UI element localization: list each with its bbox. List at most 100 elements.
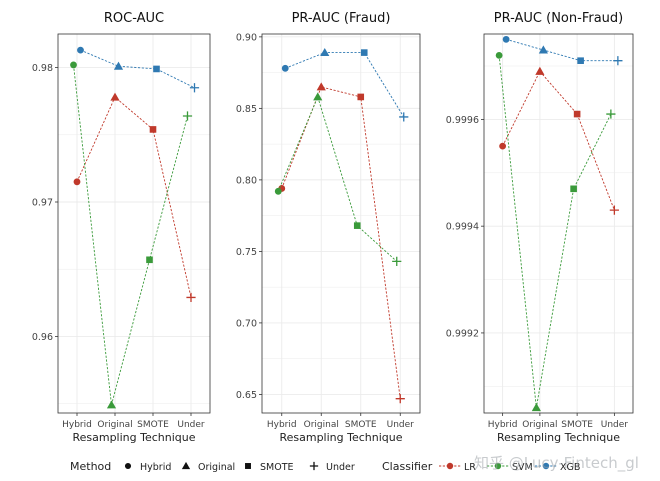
- x-tick-label: Original: [304, 420, 339, 430]
- panel-border: [261, 33, 421, 414]
- point-lr-smote: [357, 93, 365, 101]
- point-lr-hybrid: [73, 178, 81, 186]
- x-tick-label: SMOTE: [345, 420, 377, 430]
- point-xgb-under: [189, 83, 200, 93]
- point-lr-original: [110, 92, 120, 101]
- series-line-xgb: [285, 52, 405, 118]
- point-svm-under: [392, 256, 402, 266]
- x-axis-label: Resampling Technique: [497, 431, 620, 444]
- point-svm-under: [182, 111, 193, 121]
- point-svm-smote: [146, 256, 153, 264]
- point-lr-smote: [573, 110, 581, 118]
- x-tick-label: Under: [387, 420, 415, 430]
- point-xgb-under: [613, 56, 623, 66]
- x-tick-label: SMOTE: [137, 420, 169, 430]
- y-tick-label: 0.90: [236, 32, 257, 43]
- point-lr-hybrid: [499, 142, 507, 150]
- legend-classifiers: LR SVM XGB: [439, 462, 580, 473]
- point-xgb-under: [399, 112, 409, 122]
- point-svm-original: [531, 403, 541, 412]
- x-tick-label: Under: [601, 420, 629, 430]
- panel-2: PR-AUC (Fraud) 0.65 0.70 0.75 0.80 0.85 0.90 Hy…: [236, 11, 421, 444]
- point-svm-smote: [570, 185, 577, 193]
- panel-border: [57, 33, 211, 414]
- y-tick-label: 0.80: [236, 175, 257, 186]
- legend-method-label: SMOTE: [260, 462, 294, 473]
- y-tick-label: 0.9996: [446, 115, 479, 126]
- legend-classifier-key-svm: [494, 462, 502, 470]
- y-tick-label: 0.96: [32, 332, 53, 343]
- point-xgb-original: [113, 61, 124, 70]
- point-svm-original: [106, 400, 117, 409]
- series-line-svm: [498, 55, 612, 408]
- point-svm-hybrid: [495, 51, 503, 59]
- point-xgb-hybrid: [502, 35, 510, 43]
- point-lr-smote: [149, 126, 157, 133]
- point-xgb-original: [320, 47, 330, 57]
- legend-classifier-label: SVM: [512, 462, 533, 473]
- point-svm-smote: [353, 222, 361, 229]
- panel-title: ROC-AUC: [104, 11, 164, 26]
- series-line-lr: [76, 96, 192, 298]
- series-line-svm: [277, 95, 398, 262]
- point-lr-original: [316, 82, 326, 91]
- point-xgb-smote: [360, 49, 368, 56]
- panel-title: PR-AUC (Fraud): [292, 11, 391, 26]
- x-tick-label: Hybrid: [267, 420, 297, 430]
- point-svm-hybrid: [274, 187, 282, 195]
- point-xgb-hybrid: [281, 64, 289, 72]
- x-tick-label: Original: [97, 420, 132, 430]
- legend-methods: Hybrid Original SMOTE Under: [124, 461, 355, 473]
- y-tick-label: 0.9994: [446, 222, 479, 233]
- legend-classifier-key-lr: [446, 462, 454, 470]
- point-xgb-hybrid: [77, 46, 84, 54]
- point-svm-original: [313, 92, 323, 101]
- legend-classifier-label: XGB: [560, 462, 580, 473]
- point-lr-under: [395, 394, 405, 404]
- y-tick-label: 0.65: [236, 390, 257, 401]
- legend-classifier-label: LR: [464, 462, 476, 473]
- point-lr-original: [535, 66, 545, 75]
- y-tick-label: 0.9992: [446, 328, 479, 339]
- x-tick-label: SMOTE: [561, 420, 593, 430]
- x-axis-label: Resampling Technique: [72, 431, 195, 444]
- x-tick-label: Hybrid: [62, 420, 92, 430]
- y-tick-label: 0.98: [32, 63, 53, 74]
- x-tick-label: Original: [522, 420, 557, 430]
- legend-classifier-title: Classifier: [382, 460, 433, 473]
- legend-method-label: Hybrid: [140, 462, 171, 473]
- point-lr-under: [186, 292, 196, 303]
- panel-title: PR-AUC (Non-Fraud): [494, 11, 623, 26]
- series-line-lr: [502, 70, 615, 211]
- legend-method-key-smote: [245, 463, 251, 469]
- chart-panels: ROC-AUC 0.96 0.97 0.98 Hybrid Original SMOTE Un…: [32, 11, 634, 444]
- legend-method-label: Under: [326, 462, 355, 473]
- point-xgb-original: [538, 45, 548, 54]
- series-line-xgb: [80, 49, 195, 89]
- legend-classifier-key-xgb: [542, 462, 550, 470]
- legend-method-title: Method: [70, 460, 111, 473]
- panel-1: ROC-AUC 0.96 0.97 0.98 Hybrid Original SMOTE Un…: [32, 11, 211, 444]
- series-line-lr: [281, 86, 401, 399]
- legend-method-key-hybrid: [124, 462, 132, 470]
- legend-method-key-original: [181, 461, 191, 470]
- panel-3: PR-AUC (Non-Fraud) 0.9992 0.9994 0.9996 Hybr…: [446, 11, 634, 444]
- point-svm-under: [606, 109, 616, 119]
- x-tick-label: Hybrid: [488, 420, 518, 430]
- y-tick-label: 0.75: [236, 247, 257, 258]
- point-xgb-smote: [577, 57, 584, 64]
- legend-method-label: Original: [198, 462, 235, 473]
- y-tick-label: 0.85: [236, 104, 257, 115]
- series-line-xgb: [506, 38, 618, 62]
- legend: Method Hybrid Original SMOTE Under Classifi…: [70, 460, 580, 473]
- y-tick-label: 0.97: [32, 197, 53, 208]
- point-svm-hybrid: [70, 61, 77, 69]
- panel-border: [483, 33, 634, 414]
- x-tick-label: Under: [177, 420, 205, 430]
- legend-method-key-under: [309, 461, 319, 471]
- x-axis-label: Resampling Technique: [279, 431, 402, 444]
- series-line-svm: [73, 64, 188, 406]
- point-lr-under: [609, 205, 619, 215]
- watermark: 知乎 @Lucy-Fintech_gl: [474, 454, 639, 473]
